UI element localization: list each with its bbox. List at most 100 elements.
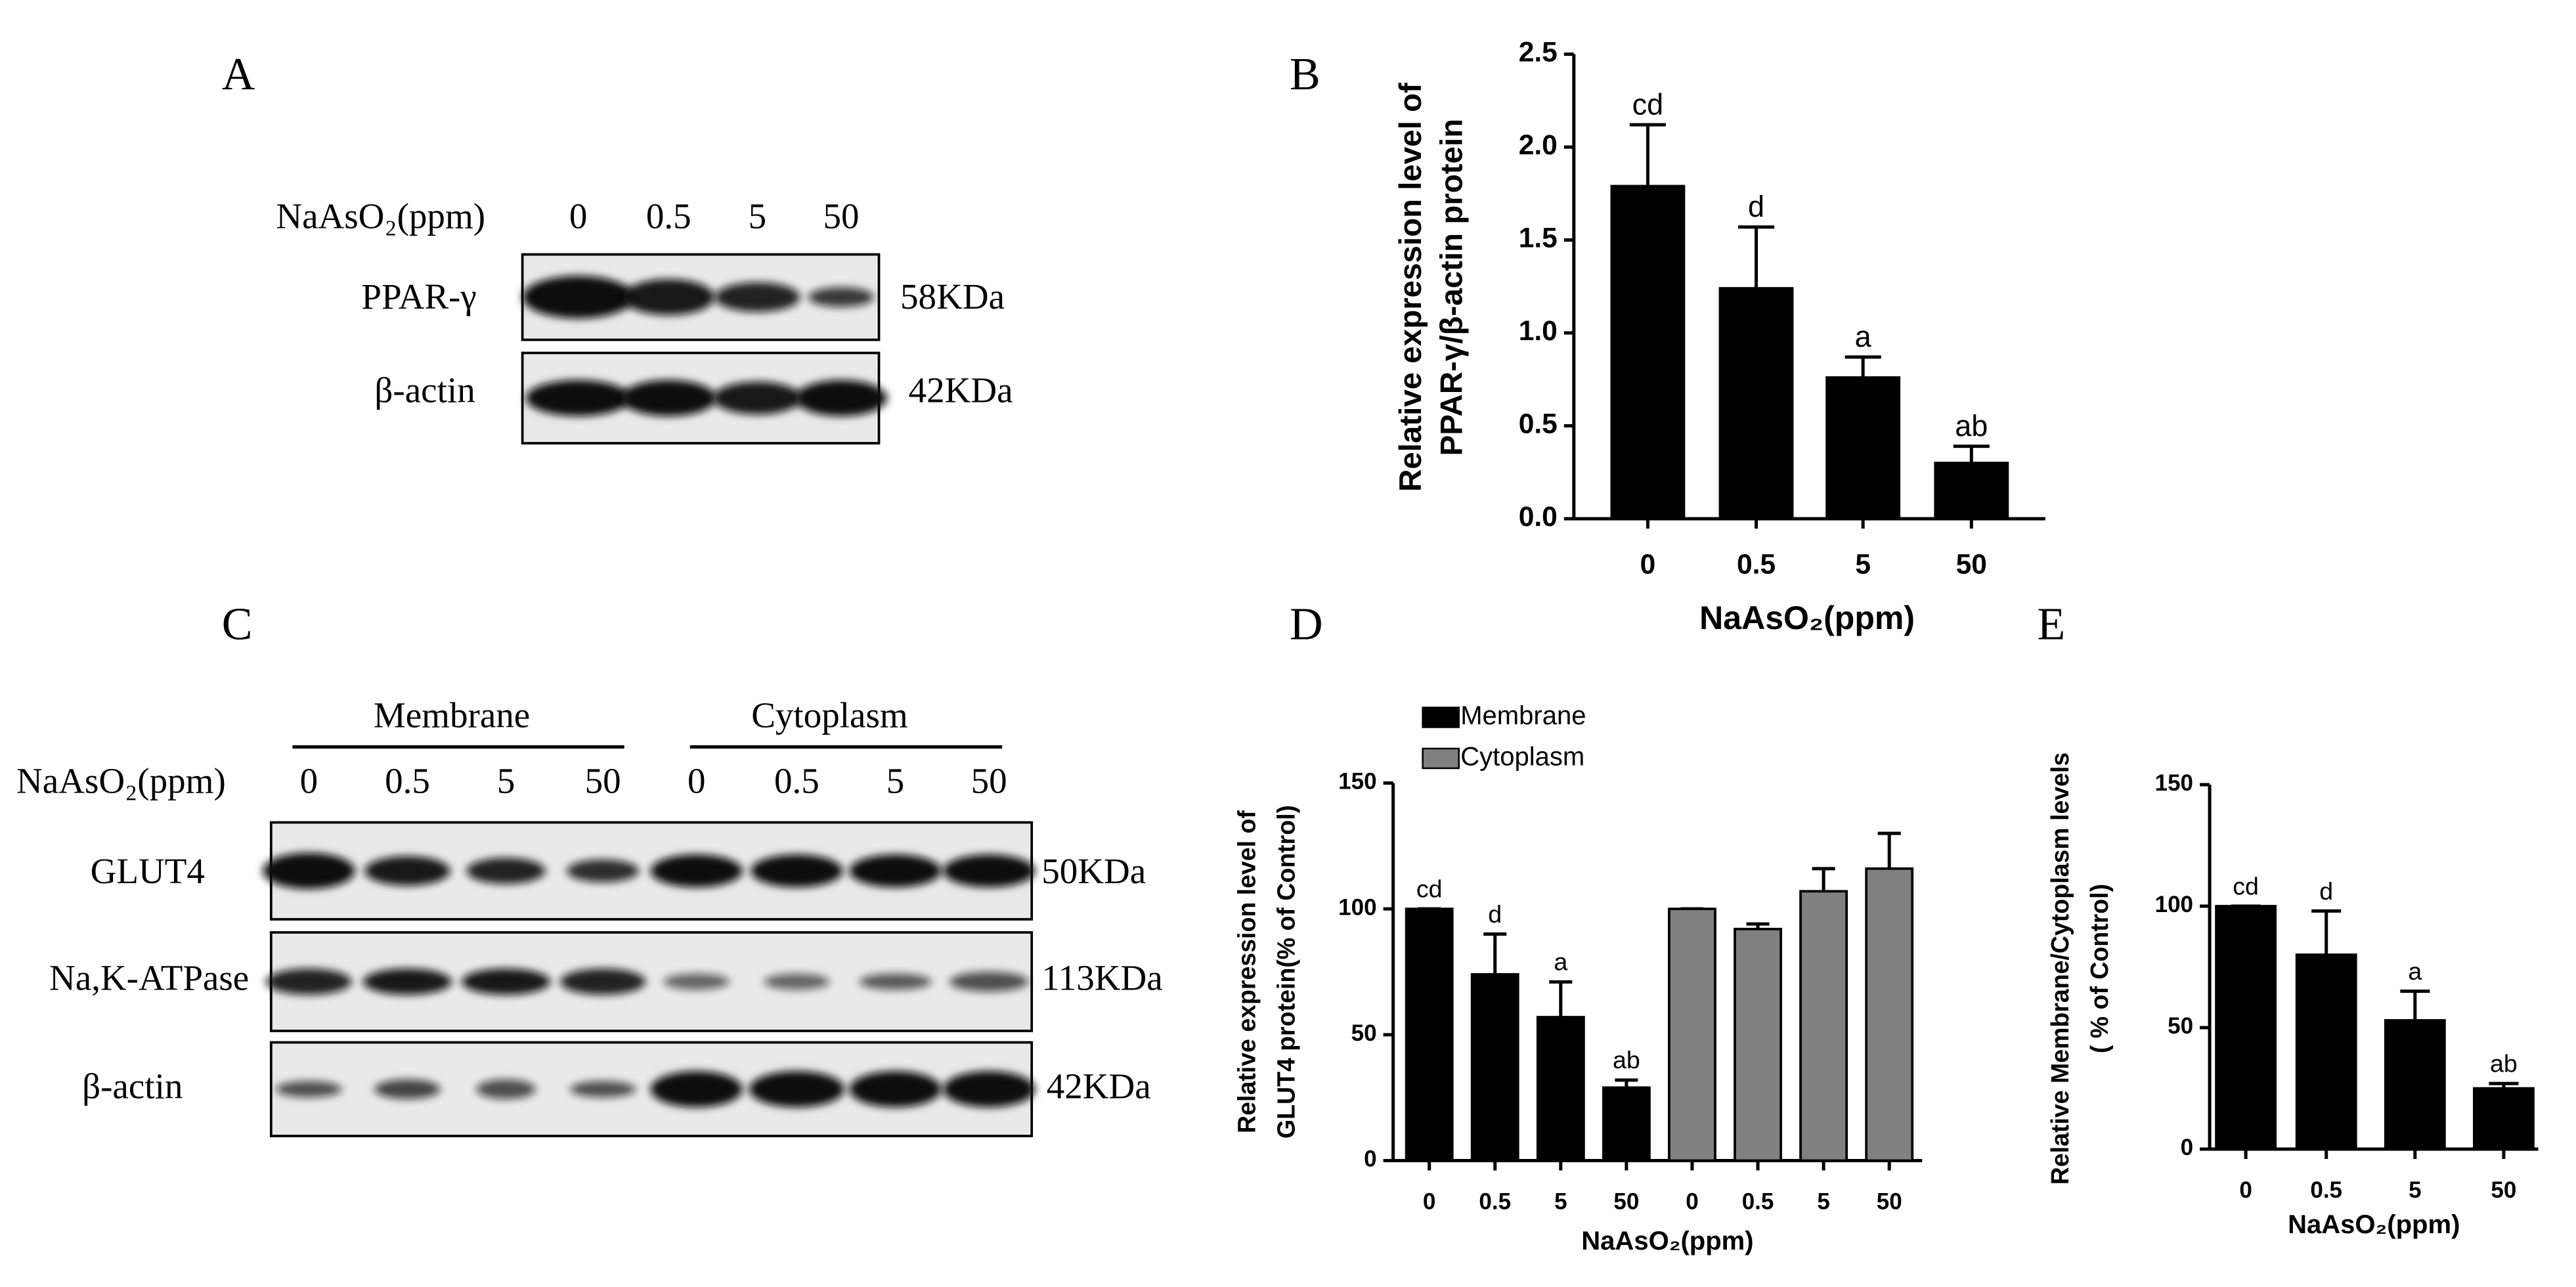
y-axis-title: Relative Membrane/Cytoplasm levels <box>2046 753 2074 1185</box>
bar <box>1536 1016 1585 1162</box>
band <box>266 969 352 995</box>
band <box>650 1071 743 1108</box>
band <box>712 382 802 415</box>
y-axis-title: PPAR-γ/β-actin protein <box>1435 119 1470 456</box>
x-tick-label: 5 <box>1855 550 1871 580</box>
band <box>749 1071 844 1108</box>
significance-label: d <box>2319 877 2333 905</box>
band <box>943 854 1036 888</box>
significance-label: ab <box>1955 409 1988 443</box>
size-label: 113KDa <box>1041 958 1162 998</box>
y-tick-label: 0.5 <box>1519 409 1558 440</box>
band <box>663 973 730 990</box>
y-tick-label: 1.5 <box>1519 223 1558 254</box>
bar <box>2215 905 2277 1150</box>
significance-label: cd <box>1632 87 1664 121</box>
x-tick-label: 0.5 <box>1479 1189 1511 1215</box>
x-tick-label: 50 <box>1877 1189 1902 1215</box>
lane-label: 0.5 <box>646 196 691 236</box>
band <box>622 279 715 315</box>
x-tick-label: 0.5 <box>1737 550 1776 580</box>
protein-label: β-actin <box>82 1066 183 1106</box>
legend-swatch <box>1422 707 1460 728</box>
x-tick-label: 5 <box>1817 1189 1829 1215</box>
bar <box>1934 462 2009 520</box>
bar <box>1734 927 1782 1162</box>
bar <box>1825 376 1901 520</box>
y-axis-title: GLUT4 protein(% of Control) <box>1272 805 1299 1139</box>
x-tick-label: 0.5 <box>1742 1189 1774 1215</box>
lane-label: 50 <box>585 761 621 801</box>
lane-label: 0 <box>688 761 706 801</box>
protein-label: β-actin <box>374 370 475 410</box>
x-tick-label: 50 <box>1613 1189 1639 1215</box>
bar <box>1470 972 1519 1162</box>
band <box>950 972 1029 992</box>
band <box>650 854 743 888</box>
bar <box>1610 185 1686 520</box>
bar <box>1668 907 1716 1162</box>
band <box>764 973 830 990</box>
bar <box>1602 1086 1651 1162</box>
lane-label: 50 <box>823 196 859 236</box>
x-tick-label: 0 <box>1640 550 1656 580</box>
x-axis-title: NaAsO₂(ppm) <box>1581 1227 1753 1255</box>
panel-label: C <box>222 600 253 650</box>
size-label: 42KDa <box>1047 1066 1151 1106</box>
x-tick-label: 0 <box>1423 1189 1435 1215</box>
x-tick-label: 5 <box>2409 1177 2421 1203</box>
x-tick-label: 5 <box>1554 1189 1567 1215</box>
panel-label: B <box>1290 49 1321 100</box>
legend-label: Membrane <box>1460 701 1586 730</box>
y-tick-label: 50 <box>2168 1013 2193 1039</box>
lane-label: 0.5 <box>385 761 430 801</box>
protein-label: GLUT4 <box>91 851 205 891</box>
x-tick-label: 0 <box>1686 1189 1698 1215</box>
bar <box>1718 287 1794 520</box>
band <box>849 854 942 888</box>
band <box>476 1079 536 1099</box>
bar <box>1405 907 1454 1162</box>
significance-label: cd <box>1416 875 1443 903</box>
protein-label: PPAR-γ <box>361 276 476 316</box>
lane-label: 50 <box>971 761 1007 801</box>
band <box>364 856 450 886</box>
x-axis-title: NaAsO₂(ppm) <box>2288 1210 2460 1239</box>
significance-label: d <box>1748 190 1764 223</box>
band <box>374 1079 441 1099</box>
band <box>714 282 800 312</box>
band <box>263 852 355 889</box>
y-axis-title: Relative expression level of <box>1233 810 1260 1133</box>
band <box>570 1081 636 1098</box>
band <box>362 969 452 995</box>
significance-label: a <box>1855 320 1872 353</box>
band <box>751 854 843 888</box>
bar <box>1799 890 1848 1162</box>
lane-label: 5 <box>749 196 767 236</box>
lane-label: 0 <box>569 196 588 236</box>
y-tick-label: 0 <box>2181 1135 2193 1160</box>
y-tick-label: 2.0 <box>1519 130 1558 161</box>
group-label: Membrane <box>374 695 530 735</box>
y-tick-label: 150 <box>2155 770 2193 796</box>
group-label: Cytoplasm <box>751 695 908 735</box>
band <box>621 380 716 416</box>
size-label: 50KDa <box>1041 851 1146 891</box>
band <box>466 858 546 884</box>
band <box>276 1081 342 1098</box>
panel-label: D <box>1290 600 1323 650</box>
y-tick-label: 50 <box>1351 1020 1377 1046</box>
treatment-label: NaAsO₂(ppm) <box>16 761 226 801</box>
y-tick-label: 100 <box>2155 892 2193 917</box>
lane-label: 0.5 <box>774 761 819 801</box>
legend-label: Cytoplasm <box>1460 743 1584 772</box>
y-axis-title: Relative expression level of <box>1393 83 1428 492</box>
band <box>525 380 631 416</box>
protein-label: Na,K-ATPase <box>49 958 249 998</box>
y-tick-label: 1.0 <box>1519 316 1558 347</box>
y-tick-label: 2.5 <box>1519 37 1558 68</box>
size-label: 58KDa <box>900 276 1005 316</box>
significance-label: a <box>1554 948 1567 976</box>
x-tick-label: 0 <box>2239 1177 2252 1203</box>
